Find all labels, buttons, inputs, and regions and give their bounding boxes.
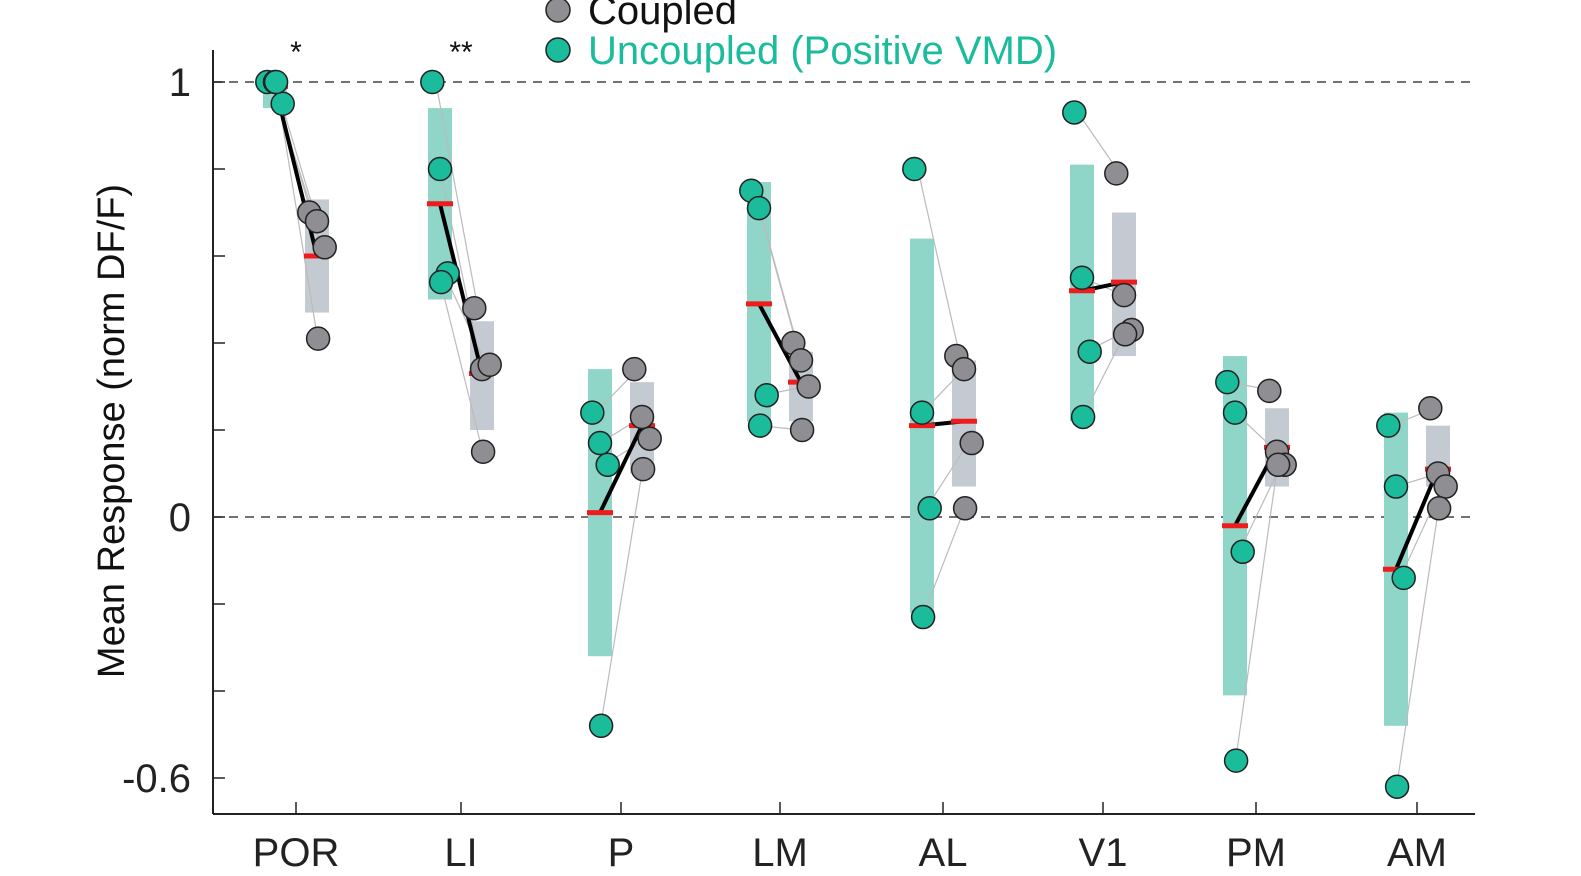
data-point-uncoupled [1215, 369, 1240, 395]
pair-line [922, 508, 966, 618]
data-point-uncoupled [902, 156, 927, 182]
data-point-uncoupled [1391, 565, 1416, 591]
legend-marker-coupled [545, 0, 571, 23]
data-point-coupled [470, 439, 496, 464]
data-point-uncoupled [1384, 774, 1410, 799]
data-point-coupled [629, 404, 655, 430]
pair-line [435, 81, 479, 309]
significance-marker: * [290, 36, 302, 69]
data-point-uncoupled [754, 382, 779, 408]
data-point-uncoupled [1230, 539, 1255, 565]
data-point-coupled [952, 496, 978, 521]
data-point-coupled [1426, 496, 1452, 521]
data-points [255, 69, 1458, 799]
pair-line [1082, 334, 1126, 418]
data-point-uncoupled [270, 91, 295, 116]
data-point-coupled [959, 430, 984, 456]
pair-line [1238, 464, 1282, 553]
data-point-coupled [788, 348, 814, 373]
data-point-coupled [622, 356, 647, 382]
x-tick-label: AL [919, 831, 968, 875]
data-point-coupled [1418, 396, 1443, 421]
x-tick-label: AM [1387, 831, 1447, 875]
data-point-uncoupled [1383, 474, 1409, 499]
data-point-coupled [477, 352, 502, 377]
data-point-coupled [789, 417, 815, 443]
data-point-coupled [796, 374, 821, 399]
data-point-coupled [1265, 452, 1291, 478]
data-point-coupled [1257, 378, 1282, 404]
data-point-uncoupled [746, 195, 772, 221]
data-point-coupled [312, 235, 337, 260]
data-point-coupled [304, 208, 330, 234]
x-tick-label: V1 [1079, 831, 1128, 875]
pair-line [440, 281, 484, 452]
data-point-uncoupled [747, 413, 773, 438]
data-point-uncoupled [909, 400, 935, 425]
y-axis-label: Mean Response (norm DF/F) [91, 184, 133, 678]
x-tick-label: P [608, 831, 635, 875]
data-point-coupled [462, 295, 487, 321]
data-point-uncoupled [917, 496, 942, 521]
data-point-uncoupled [595, 452, 620, 478]
pair-line [600, 469, 644, 726]
pair-line [1235, 464, 1279, 761]
data-point-uncoupled [1069, 265, 1095, 290]
data-point-uncoupled [420, 69, 445, 95]
legend-label-coupled: Coupled [588, 0, 737, 33]
pair-line [1396, 508, 1440, 787]
data-point-coupled [1104, 161, 1129, 186]
data-point-uncoupled [588, 713, 614, 739]
pair-line [917, 168, 961, 357]
data-point-uncoupled [1376, 413, 1401, 438]
data-point-coupled [1433, 474, 1458, 499]
data-point-coupled [637, 426, 662, 451]
y-tick-label: 1 [169, 61, 191, 105]
data-point-uncoupled [427, 156, 453, 182]
y-tick-label: 0 [169, 496, 191, 540]
x-tick-label: PM [1226, 831, 1286, 875]
data-point-uncoupled [428, 269, 454, 295]
data-point-uncoupled [587, 430, 613, 456]
significance-marker: ** [449, 36, 473, 69]
data-point-uncoupled [1222, 400, 1248, 425]
x-tick-label: LM [752, 831, 808, 875]
data-point-uncoupled [1077, 339, 1102, 364]
y-tick-label: -0.6 [122, 757, 191, 801]
legend-marker-uncoupled [545, 37, 571, 63]
data-point-coupled [1112, 322, 1138, 347]
data-point-uncoupled [580, 400, 605, 425]
data-point-uncoupled [910, 604, 936, 630]
mean-connector [1394, 468, 1440, 570]
mean-connector [438, 203, 484, 374]
axes: * POR ** LI P LM AL V1 PM AM 1 0 -0.6 [122, 36, 1475, 875]
x-tick-label: POR [253, 831, 340, 875]
data-point-coupled [951, 356, 977, 382]
legend-label-uncoupled: Uncoupled (Positive VMD) [588, 29, 1057, 73]
data-point-uncoupled [1070, 404, 1096, 430]
data-point-uncoupled [263, 69, 289, 95]
x-tick-label: LI [444, 831, 477, 875]
data-point-coupled [1111, 282, 1137, 308]
data-point-coupled [630, 456, 656, 482]
data-point-uncoupled [1062, 100, 1087, 125]
mean-connector [598, 424, 644, 514]
data-point-uncoupled [1223, 748, 1249, 773]
data-point-coupled [305, 326, 331, 351]
